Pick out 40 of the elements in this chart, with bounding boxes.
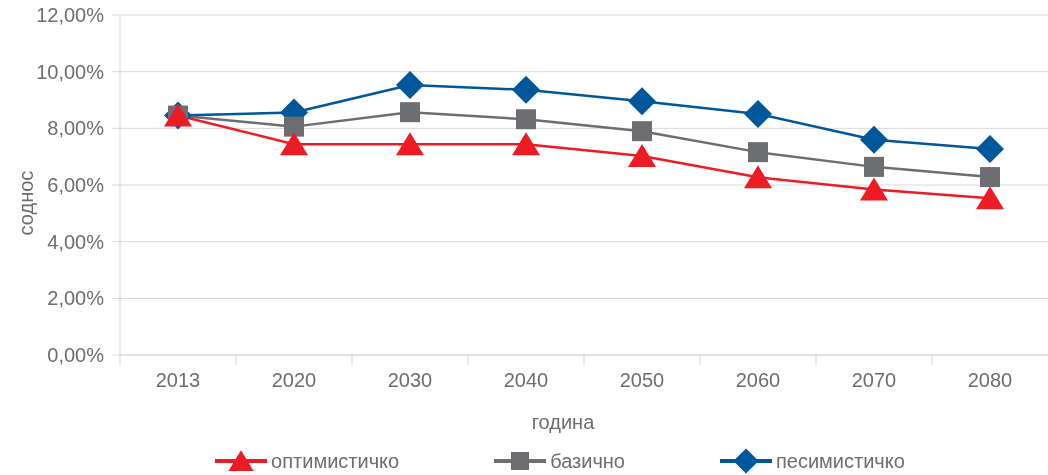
point	[512, 132, 540, 156]
y-tick-label: 8,00%	[47, 117, 105, 140]
legend-label: базично	[550, 449, 625, 472]
y-tick-label: 6,00%	[47, 174, 105, 197]
legend-label: песимистичко	[775, 449, 905, 472]
y-tick-label: 4,00%	[47, 230, 105, 253]
x-tick-label: 2070	[851, 369, 897, 392]
x-axis-title: година	[531, 411, 596, 433]
point	[632, 121, 652, 142]
x-tick-label: 2060	[735, 369, 781, 392]
x-tick-label: 2020	[271, 369, 317, 392]
point	[400, 102, 420, 123]
y-axis-title: соднос	[15, 170, 37, 236]
y-tick-label: 2,00%	[47, 287, 105, 310]
point	[864, 156, 884, 177]
y-tick-label: 10,00%	[36, 60, 105, 83]
legend-label: оптимистичко	[271, 449, 400, 472]
point	[860, 177, 888, 201]
x-tick-label: 2030	[387, 369, 433, 392]
point	[860, 125, 888, 154]
point	[748, 142, 768, 163]
point	[976, 186, 1004, 210]
point	[284, 116, 304, 137]
point	[512, 75, 540, 104]
x-tick-label: 2013	[155, 369, 201, 392]
point	[976, 135, 1004, 164]
point	[744, 165, 772, 189]
point	[516, 109, 536, 130]
x-tick-label: 2080	[967, 369, 1013, 392]
x-tick-label: 2040	[503, 369, 549, 392]
point	[744, 99, 772, 128]
point	[980, 167, 1000, 188]
x-tick-label: 2050	[619, 369, 665, 392]
point	[628, 144, 656, 168]
point	[628, 87, 656, 116]
point	[280, 132, 308, 156]
point	[396, 70, 424, 99]
y-tick-label: 0,00%	[47, 344, 105, 367]
point	[396, 132, 424, 156]
y-tick-label: 12,00%	[36, 4, 105, 27]
